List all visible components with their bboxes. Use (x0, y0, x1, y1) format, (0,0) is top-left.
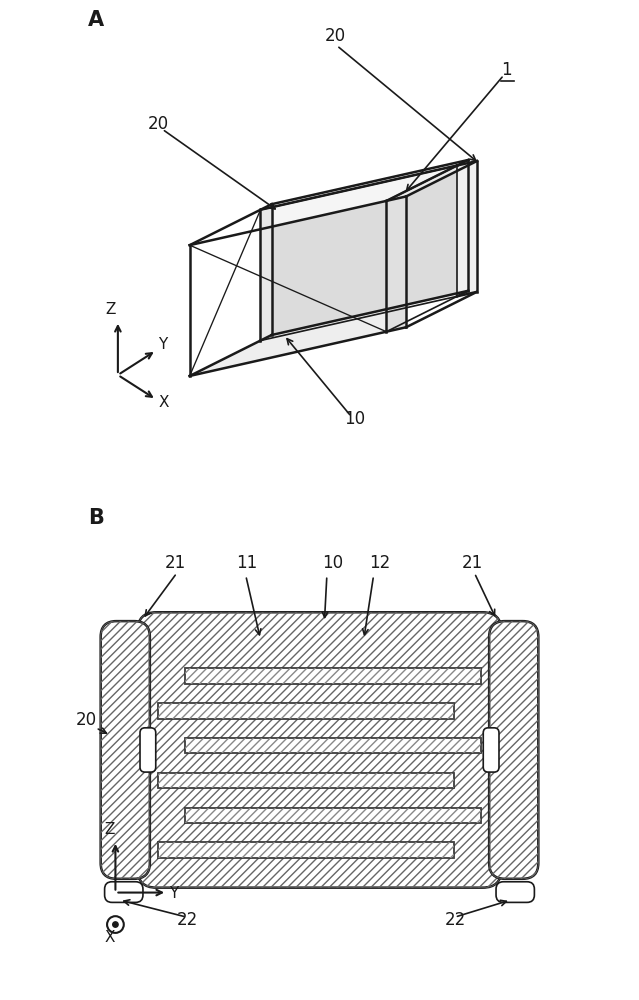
Polygon shape (457, 161, 477, 296)
Text: 20: 20 (76, 711, 97, 729)
Bar (185, 808, 481, 823)
Text: Y: Y (169, 886, 179, 901)
Text: 22: 22 (177, 911, 198, 929)
Bar (158, 773, 454, 788)
Polygon shape (261, 204, 272, 341)
FancyBboxPatch shape (496, 882, 534, 902)
Text: 1: 1 (502, 61, 512, 79)
Text: X: X (105, 930, 115, 945)
Bar (158, 703, 454, 719)
Polygon shape (190, 165, 457, 245)
FancyBboxPatch shape (489, 621, 538, 879)
Text: 10: 10 (322, 554, 343, 572)
Text: Z: Z (105, 822, 115, 837)
Bar (158, 703, 454, 719)
Polygon shape (272, 160, 468, 335)
Polygon shape (190, 201, 387, 376)
Bar (158, 842, 454, 858)
Circle shape (112, 922, 118, 927)
Polygon shape (387, 161, 477, 201)
Text: X: X (158, 395, 169, 410)
Text: A: A (88, 10, 105, 30)
Bar (185, 808, 481, 823)
Bar (185, 738, 481, 753)
Bar (185, 668, 481, 684)
Bar (185, 738, 481, 753)
Polygon shape (190, 210, 261, 376)
Text: 21: 21 (462, 554, 483, 572)
FancyBboxPatch shape (105, 882, 143, 902)
Text: Y: Y (158, 337, 167, 352)
FancyBboxPatch shape (137, 612, 502, 888)
Text: 21: 21 (165, 554, 186, 572)
Text: Z: Z (105, 302, 116, 317)
Polygon shape (261, 160, 468, 210)
Bar (158, 842, 454, 858)
Text: B: B (88, 508, 104, 528)
FancyBboxPatch shape (140, 728, 156, 772)
Text: 10: 10 (344, 410, 366, 428)
Bar (185, 668, 481, 684)
Polygon shape (387, 196, 406, 332)
Text: 20: 20 (148, 115, 169, 133)
Text: 22: 22 (445, 911, 466, 929)
FancyBboxPatch shape (483, 728, 499, 772)
Text: 11: 11 (236, 554, 257, 572)
Text: 12: 12 (369, 554, 390, 572)
FancyBboxPatch shape (101, 621, 150, 879)
Text: 20: 20 (325, 27, 346, 45)
Bar (158, 773, 454, 788)
